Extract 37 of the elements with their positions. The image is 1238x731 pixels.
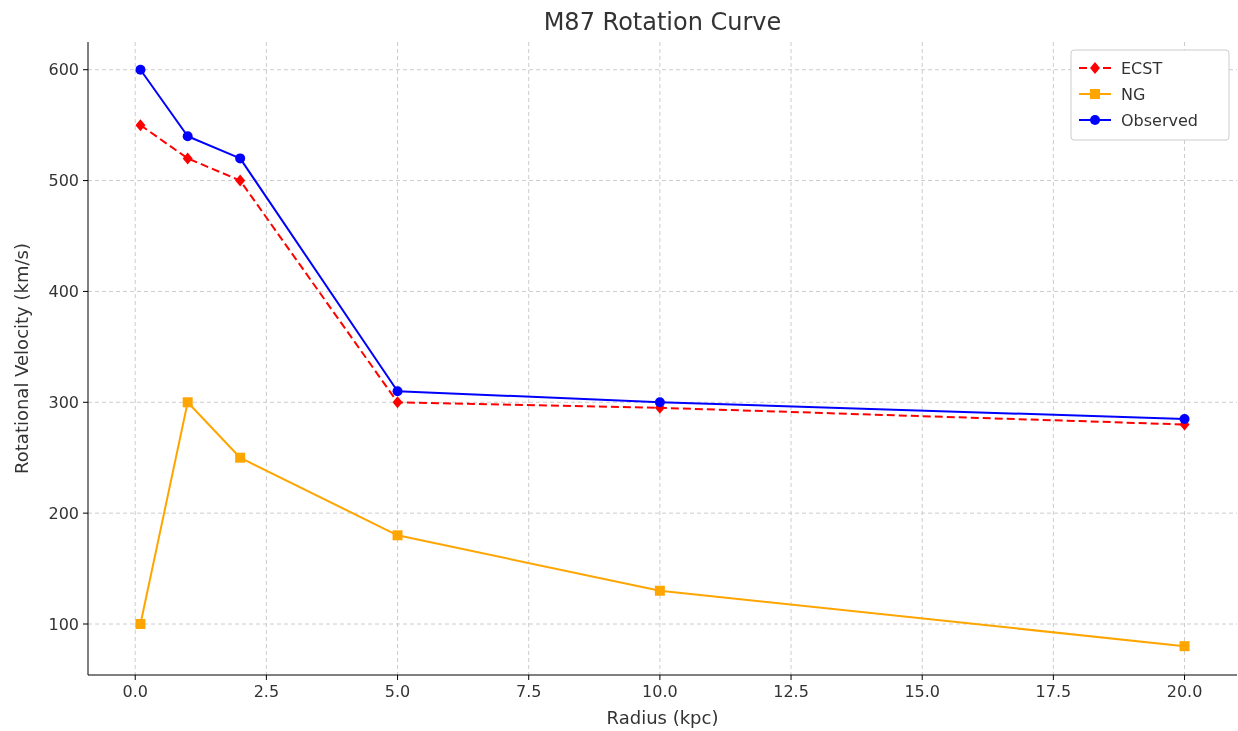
y-tick-label: 500	[48, 171, 79, 191]
point	[182, 131, 193, 142]
x-tick-label: 0.0	[122, 682, 148, 701]
legend-label: Observed	[1121, 110, 1198, 130]
x-tick-label: 7.5	[515, 682, 542, 701]
point	[392, 396, 403, 409]
y-tick-label: 300	[48, 392, 79, 412]
point	[235, 153, 246, 164]
point	[135, 619, 146, 630]
chart-title: M87 Rotation Curve	[543, 8, 782, 36]
x-tick-label: 20.0	[1166, 682, 1203, 701]
point	[1179, 641, 1190, 652]
x-tick-label: 5.0	[384, 682, 411, 701]
x-axis-title: Radius (kpc)	[606, 707, 719, 728]
y-tick-label: 400	[48, 282, 79, 302]
point	[392, 386, 403, 397]
point	[235, 452, 246, 463]
x-tick-label: 2.5	[253, 682, 280, 701]
x-tick-label: 10.0	[642, 682, 678, 701]
point	[182, 397, 193, 408]
point	[135, 119, 146, 132]
point	[392, 530, 403, 541]
point	[1179, 413, 1190, 424]
x-tick-label: 17.5	[1035, 682, 1072, 701]
point	[182, 152, 193, 165]
x-tick-label: 15.0	[904, 682, 941, 701]
y-tick-label: 200	[48, 503, 79, 523]
point	[654, 585, 665, 596]
point	[235, 174, 246, 187]
legend-label: NG	[1121, 84, 1146, 104]
point	[654, 397, 665, 408]
y-tick-label: 100	[48, 614, 79, 634]
legend-label: ECST	[1121, 58, 1163, 78]
x-tick-label: 12.5	[773, 682, 809, 701]
y-tick-label: 600	[48, 60, 79, 80]
y-axis-title: Rotational Velocity (km/s)	[11, 243, 32, 474]
point	[135, 64, 146, 75]
